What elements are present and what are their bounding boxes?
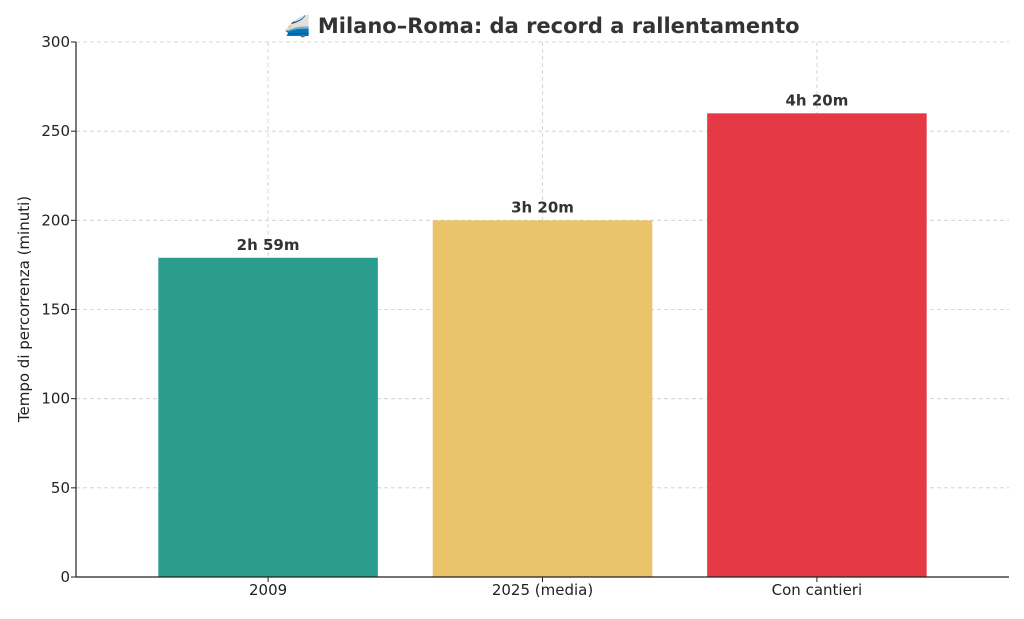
y-axis-label: Tempo di percorrenza (minuti) [15,196,33,423]
y-tick-label: 300 [41,33,70,51]
data-labels: 2h 59m 3h 20m 4h 20m [237,91,849,253]
chart-title: 🚄 Milano–Roma: da record a rallentamento [284,13,799,38]
x-tick-label: 2025 (media) [492,581,593,599]
x-tick-label: 2009 [249,581,287,599]
bar [707,113,927,577]
y-tick-label: 150 [41,301,70,319]
bar [432,220,653,578]
y-tick-label: 100 [41,390,70,408]
data-label: 4h 20m [785,91,848,109]
y-tick-label: 0 [60,568,70,586]
y-tick-label: 250 [41,122,70,140]
y-tick-label: 50 [51,479,70,497]
data-label: 2h 59m [237,236,300,254]
x-tick-label: Con cantieri [772,581,862,599]
bar [158,257,378,577]
data-label: 3h 20m [511,198,574,216]
y-tick-label: 200 [41,211,70,229]
axes: 0 50 100 150 200 250 300 2009 2025 (media) Con ca… [41,33,1009,599]
bars [158,113,927,578]
